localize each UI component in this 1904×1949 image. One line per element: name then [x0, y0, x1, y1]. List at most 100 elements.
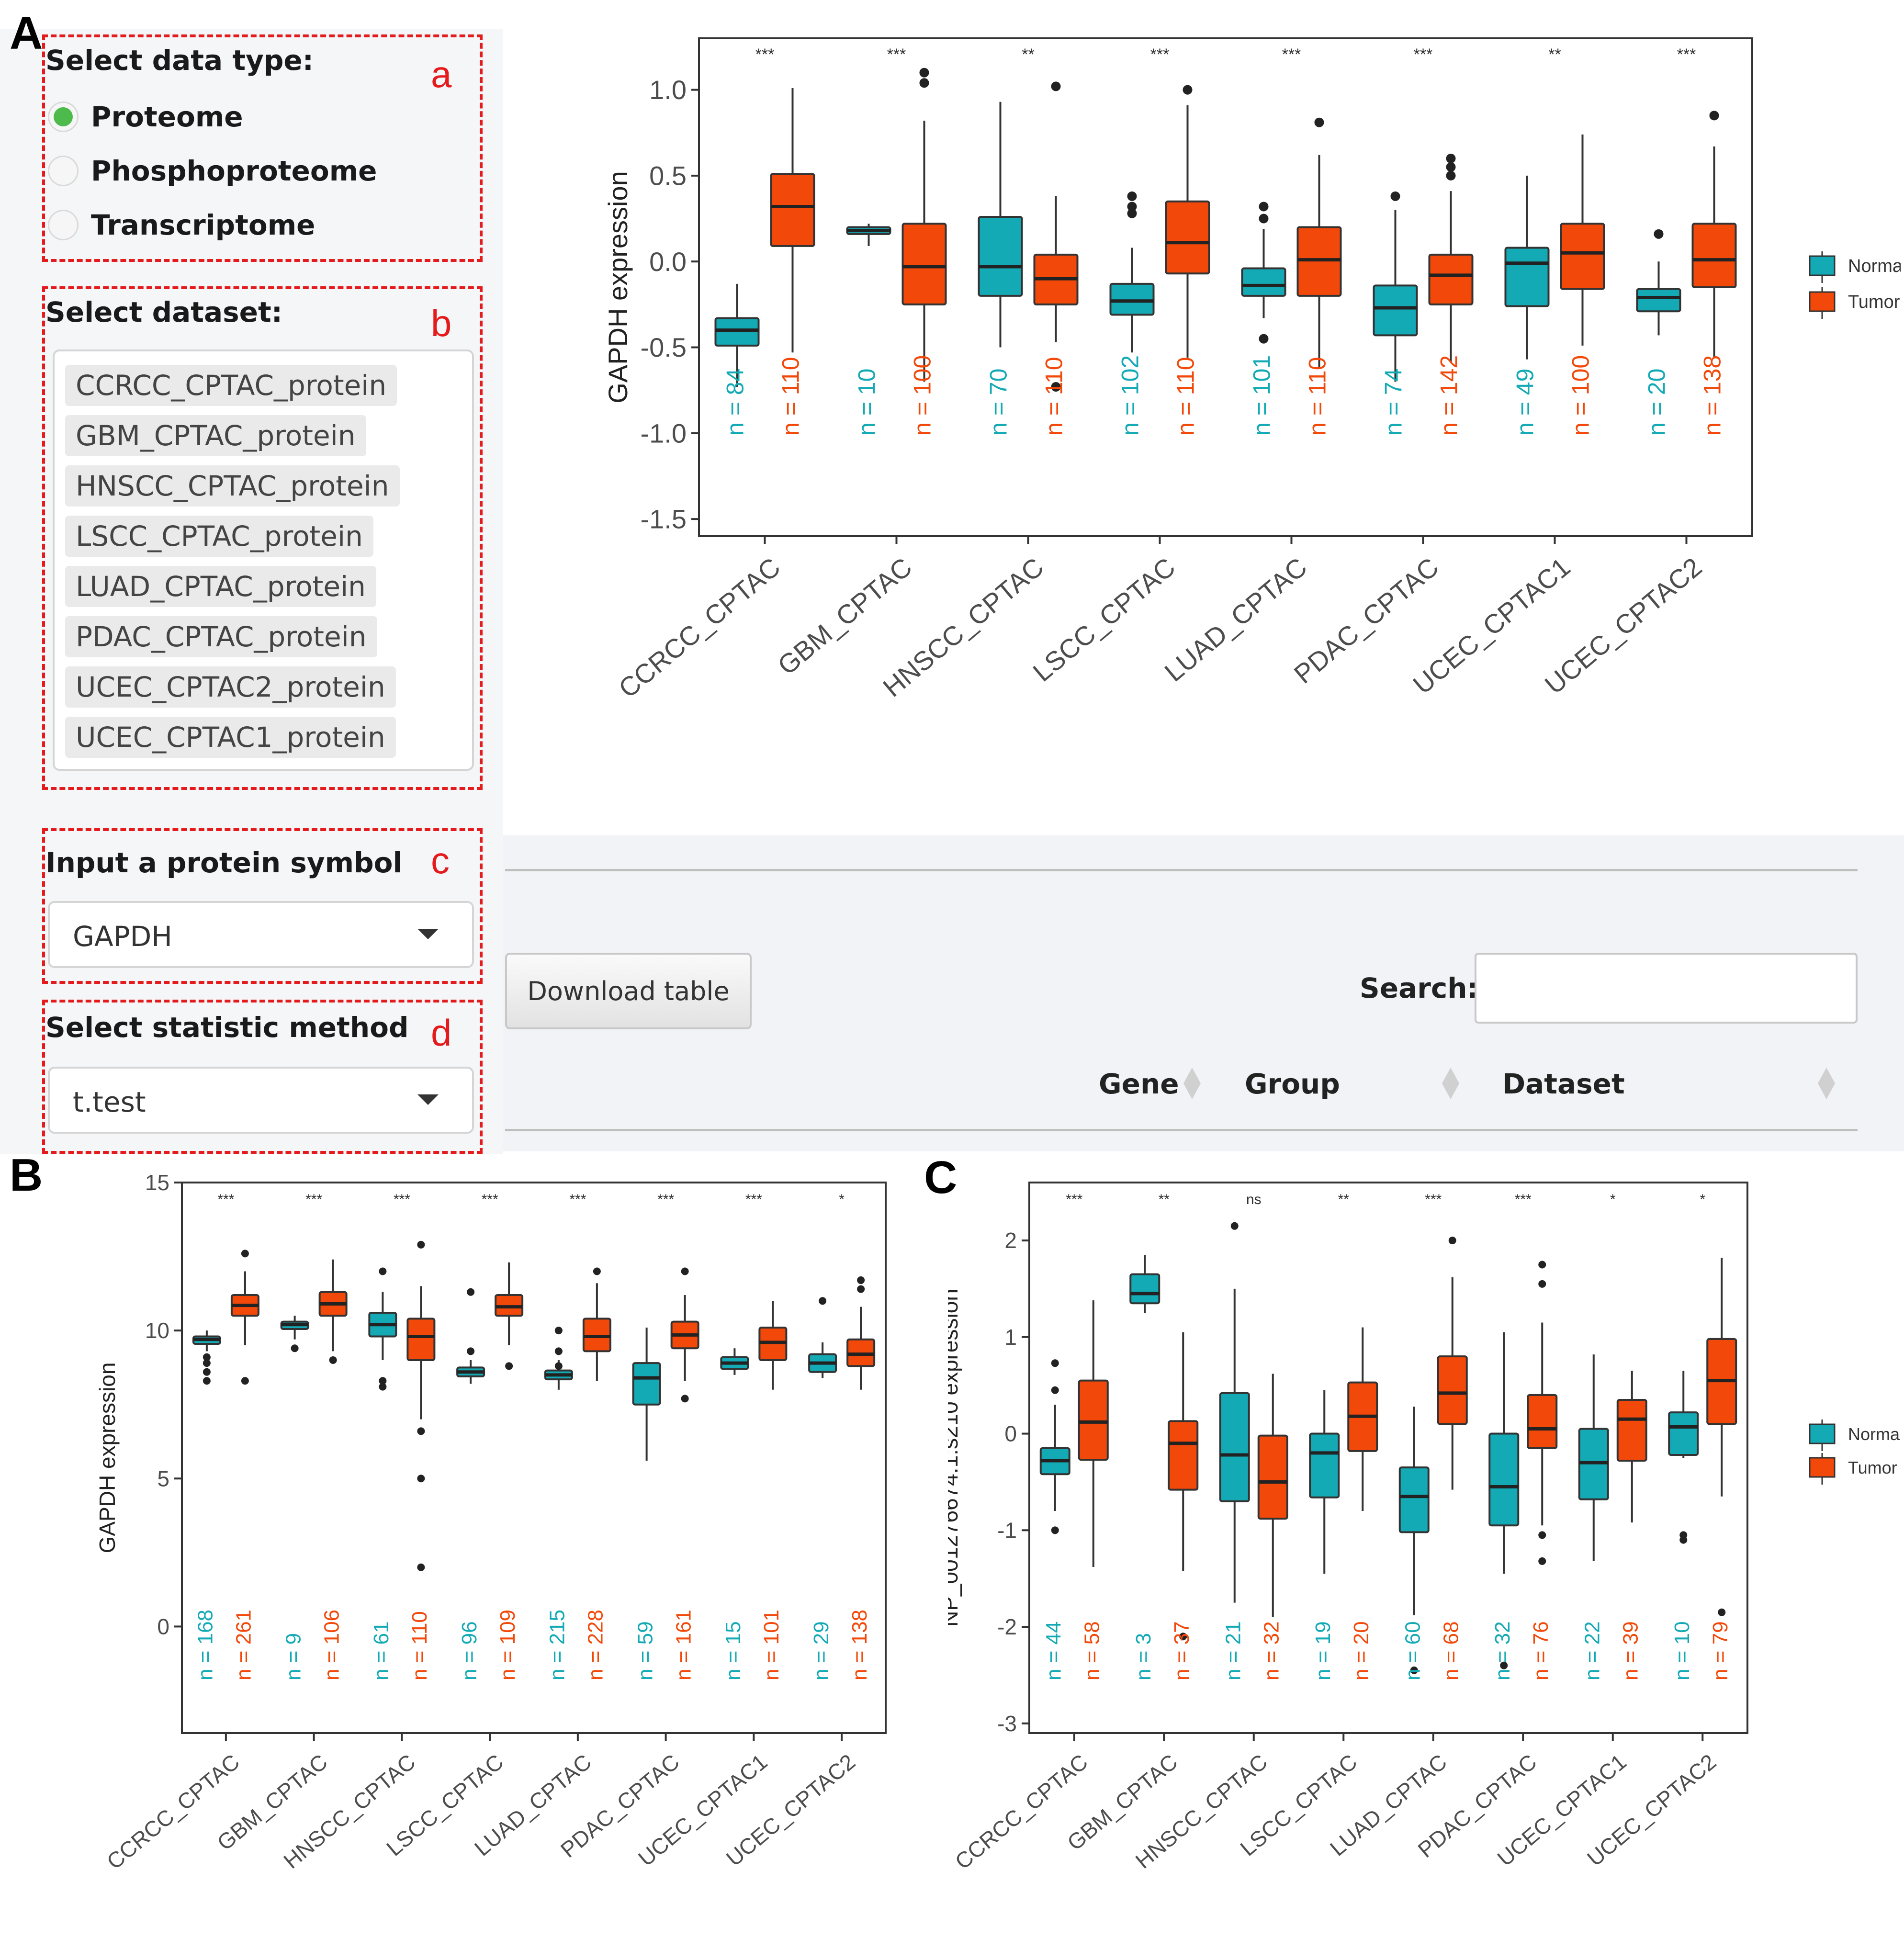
search-label: Search:: [1360, 972, 1478, 1004]
radio-button[interactable]: [48, 210, 79, 240]
dataset-chip[interactable]: GBM_CPTAC_protein: [65, 415, 366, 456]
outlier-point: [379, 1383, 387, 1391]
outlier-point: [1259, 202, 1269, 212]
sample-count-label: n = 101: [1249, 355, 1275, 436]
column-header-group[interactable]: Group: [1245, 1068, 1340, 1100]
significance-label: ***: [1677, 45, 1696, 64]
outlier-point: [1127, 191, 1137, 201]
sort-icon[interactable]: [1817, 1067, 1836, 1100]
sample-count-label: n = 15: [721, 1621, 745, 1680]
dataset-chip[interactable]: UCEC_CPTAC2_protein: [65, 666, 396, 708]
significance-label: ***: [1425, 1192, 1442, 1207]
sample-count-label: n = 49: [1512, 369, 1539, 436]
significance-label: **: [1159, 1192, 1170, 1207]
column-header-gene[interactable]: Gene: [1099, 1068, 1179, 1100]
y-tick-label: -2: [997, 1614, 1017, 1639]
significance-label: **: [1548, 45, 1561, 64]
outlier-point: [1654, 229, 1664, 239]
outlier-point: [1448, 1237, 1456, 1245]
box-tag-a: a: [431, 53, 452, 95]
significance-label: ***: [1150, 45, 1170, 64]
outlier-point: [554, 1327, 563, 1335]
protein-select-value: GAPDH: [73, 920, 172, 953]
sample-count-label: n = 10: [1670, 1621, 1694, 1680]
outlier-point: [1183, 85, 1193, 95]
protein-select[interactable]: GAPDH: [48, 901, 474, 968]
outlier-point: [1051, 1359, 1059, 1367]
boxplot-chart-b: GAPDH expression 0 5 10 15 CCRCC_CPTAC *** n = …: [95, 1170, 887, 1874]
column-header-dataset[interactable]: Dataset: [1502, 1068, 1625, 1100]
tumor-box: [1257, 1434, 1288, 1520]
tumor-box: [901, 223, 947, 305]
significance-label: ***: [1515, 1192, 1532, 1207]
outlier-point: [417, 1475, 425, 1483]
search-input[interactable]: [1475, 953, 1858, 1024]
outlier-point: [857, 1276, 865, 1284]
sample-count-label: n = 22: [1580, 1621, 1604, 1680]
radio-phosphoproteome[interactable]: Phosphoproteome: [48, 155, 377, 187]
sample-count-label: n = 110: [408, 1611, 431, 1680]
tumor-box: [1078, 1379, 1109, 1461]
sample-count-label: n = 3: [1132, 1633, 1155, 1680]
outlier-point: [919, 78, 929, 88]
radio-button[interactable]: [48, 156, 79, 186]
outlier-point: [1127, 202, 1137, 212]
sample-count-label: n = 215: [546, 1610, 569, 1680]
outlier-point: [681, 1395, 689, 1403]
tumor-box: [770, 173, 815, 247]
dataset-chip[interactable]: HNSCC_CPTAC_protein: [65, 465, 400, 507]
y-tick-label: 0.5: [649, 160, 687, 191]
legend-label: Tumor: [1848, 1458, 1897, 1477]
outlier-point: [819, 1297, 827, 1305]
dataset-chip[interactable]: LUAD_CPTAC_protein: [65, 566, 376, 607]
method-select-value: t.test: [73, 1086, 146, 1118]
legend-key: [1809, 291, 1836, 312]
outlier-point: [203, 1377, 211, 1385]
sample-count-label: n = 68: [1439, 1621, 1463, 1680]
sample-count-label: n = 106: [320, 1610, 343, 1680]
outlier-point: [1051, 1526, 1059, 1534]
dataset-chip[interactable]: UCEC_CPTAC1_protein: [65, 717, 396, 758]
sample-count-label: n = 37: [1170, 1621, 1194, 1680]
outlier-point: [203, 1353, 211, 1361]
data-type-box: [42, 34, 483, 262]
x-tick-label: CCRCC_CPTAC: [613, 552, 786, 704]
outlier-point: [379, 1267, 387, 1275]
significance-label: ***: [657, 1192, 674, 1207]
outlier-point: [1051, 1386, 1059, 1394]
plot-frame: [181, 1182, 887, 1734]
significance-label: ***: [305, 1192, 322, 1207]
method-select[interactable]: t.test: [48, 1067, 474, 1134]
normal-box: [632, 1362, 661, 1406]
tumor-box: [1428, 253, 1474, 305]
dataset-chip[interactable]: PDAC_CPTAC_protein: [65, 616, 377, 657]
outlier-point: [1051, 382, 1061, 392]
legend-label: Tumor: [1848, 292, 1900, 312]
sort-icon[interactable]: [1183, 1067, 1202, 1100]
dataset-multiselect[interactable]: CCRCC_CPTAC_protein GBM_CPTAC_protein HN…: [53, 349, 474, 771]
outlier-point: [1259, 334, 1269, 344]
sample-count-label: n = 61: [370, 1621, 393, 1680]
sample-count-label: n = 76: [1529, 1621, 1553, 1680]
radio-button-checked[interactable]: [48, 101, 79, 132]
significance-label: ***: [1066, 1192, 1082, 1207]
radio-proteome[interactable]: Proteome: [48, 101, 243, 133]
box-tag-b: b: [431, 302, 452, 344]
y-tick-label: 0: [1004, 1421, 1017, 1446]
sample-count-label: n = 101: [760, 1610, 783, 1680]
download-table-button[interactable]: Download table: [505, 953, 752, 1029]
outlier-point: [417, 1563, 425, 1571]
sort-icon[interactable]: [1441, 1067, 1460, 1100]
dataset-chip[interactable]: CCRCC_CPTAC_protein: [65, 365, 397, 406]
dataset-chip[interactable]: LSCC_CPTAC_protein: [65, 516, 373, 557]
outlier-point: [467, 1347, 475, 1355]
sample-count-label: n = 110: [1304, 357, 1331, 436]
significance-label: ***: [569, 1192, 586, 1207]
sample-count-label: n = 161: [672, 1610, 695, 1680]
radio-transcriptome[interactable]: Transcriptome: [48, 209, 315, 241]
legend-label: Normal: [1848, 256, 1901, 276]
sample-count-label: n = 44: [1042, 1621, 1065, 1680]
y-tick-label: 1: [1004, 1325, 1017, 1350]
outlier-point: [1709, 111, 1719, 121]
y-tick-label: 0: [157, 1614, 169, 1639]
